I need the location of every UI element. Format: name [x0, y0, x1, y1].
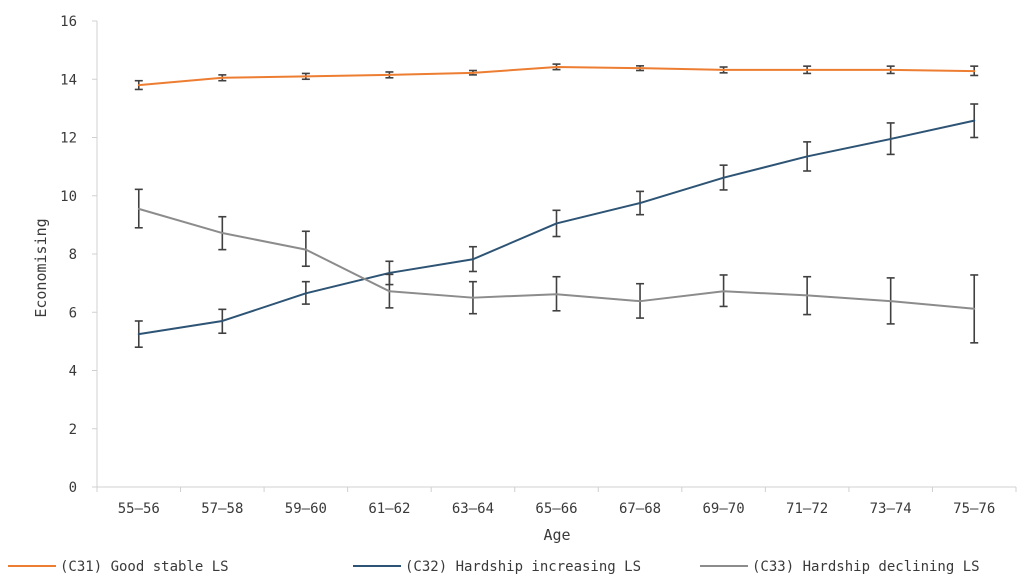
data-point [722, 290, 725, 293]
series-1 [134, 63, 979, 91]
series-3 [134, 188, 979, 344]
data-point [639, 300, 642, 303]
legend: (C31) Good stable LS (C32) Hardship incre… [8, 559, 980, 575]
data-point [555, 222, 558, 225]
data-point [973, 119, 976, 122]
x-tick-label: 55–56 [118, 501, 160, 517]
y-tick-label: 4 [69, 364, 77, 380]
data-point [806, 155, 809, 158]
data-point [471, 296, 474, 299]
data-point [137, 333, 140, 336]
data-point [722, 68, 725, 71]
data-point [889, 300, 892, 303]
legend-item: (C31) Good stable LS [8, 559, 229, 575]
x-tick-label: 67–68 [619, 501, 661, 517]
axes: 0 2 4 6 8 10 12 14 16 55–56 57–58 59–60 61–62 63–64 65… [60, 14, 1017, 517]
x-tick-label: 57–58 [201, 501, 243, 517]
data-point [388, 271, 391, 274]
x-tick-label: 65–66 [535, 501, 577, 517]
y-tick-label: 8 [69, 247, 77, 263]
y-tick-label: 12 [60, 131, 77, 147]
series-2 [134, 103, 979, 349]
data-point [137, 84, 140, 87]
y-axis-title: Economising [32, 218, 50, 317]
data-point [304, 248, 307, 251]
legend-item: (C32) Hardship increasing LS [353, 559, 641, 575]
data-point [639, 202, 642, 205]
data-point [806, 68, 809, 71]
x-axis-title: Age [543, 526, 570, 544]
x-tick-label: 69–70 [703, 501, 745, 517]
data-point [304, 75, 307, 78]
y-tick-label: 10 [60, 189, 77, 205]
data-point [973, 307, 976, 310]
x-tick-label: 63–64 [452, 501, 494, 517]
x-tick-label: 71–72 [786, 501, 828, 517]
data-point [973, 70, 976, 73]
data-point [889, 137, 892, 140]
data-point [471, 71, 474, 74]
x-tick-label: 59–60 [285, 501, 327, 517]
y-tick-label: 0 [69, 480, 77, 496]
legend-label: (C32) Hardship increasing LS [405, 559, 641, 575]
data-point [889, 68, 892, 71]
data-point [388, 290, 391, 293]
legend-label: (C31) Good stable LS [60, 559, 229, 575]
y-tick-label: 2 [69, 422, 77, 438]
legend-label: (C33) Hardship declining LS [752, 559, 980, 575]
data-point [221, 232, 224, 235]
x-tick-label: 61–62 [368, 501, 410, 517]
data-point [806, 294, 809, 297]
series-layer [134, 63, 979, 349]
data-point [221, 319, 224, 322]
data-point [555, 66, 558, 69]
data-point [221, 76, 224, 79]
y-tick-label: 6 [69, 305, 77, 321]
data-point [304, 292, 307, 295]
data-point [555, 293, 558, 296]
y-tick-label: 16 [60, 14, 77, 30]
data-point [137, 207, 140, 210]
y-tick-label: 14 [60, 72, 77, 88]
legend-item: (C33) Hardship declining LS [700, 559, 980, 575]
data-point [388, 73, 391, 76]
data-point [471, 258, 474, 261]
data-point [639, 67, 642, 70]
x-tick-label: 73–74 [870, 501, 912, 517]
data-point [722, 176, 725, 179]
x-tick-label: 75–76 [953, 501, 995, 517]
